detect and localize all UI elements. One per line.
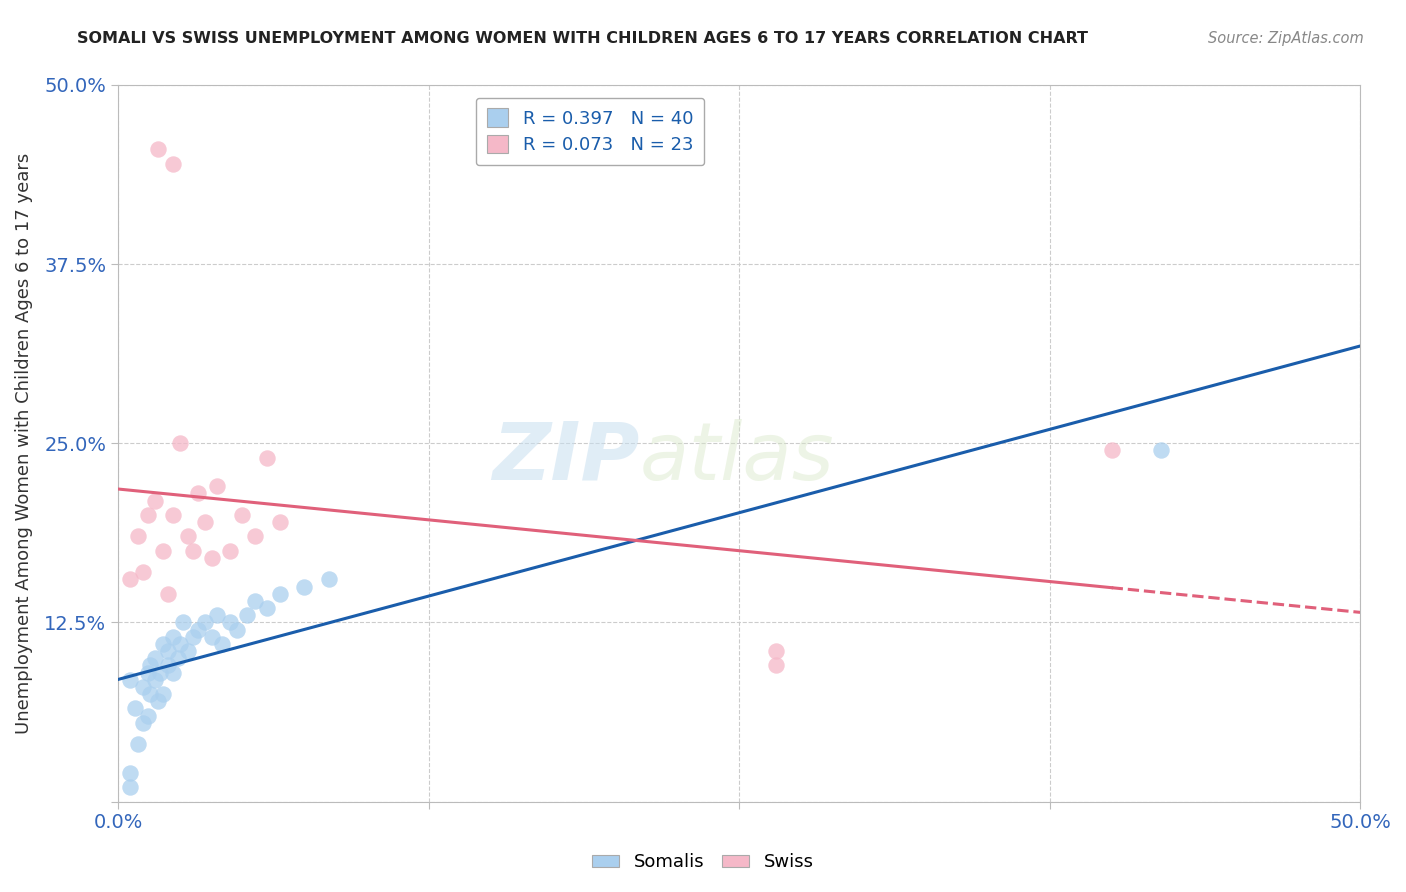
Point — [292, 580, 315, 594]
Point — [139, 658, 162, 673]
Point — [132, 566, 155, 580]
Text: ZIP: ZIP — [492, 418, 640, 497]
Point — [181, 630, 204, 644]
Point — [146, 694, 169, 708]
Point — [120, 673, 142, 687]
Point — [132, 680, 155, 694]
Point — [236, 608, 259, 623]
Point — [136, 508, 159, 522]
Point — [186, 486, 208, 500]
Point — [143, 651, 166, 665]
Point — [169, 637, 191, 651]
Point — [256, 450, 278, 465]
Point — [1150, 443, 1173, 458]
Point — [318, 573, 340, 587]
Point — [152, 687, 174, 701]
Point — [162, 665, 184, 680]
Point — [156, 587, 179, 601]
Point — [218, 615, 240, 630]
Point — [211, 637, 233, 651]
Point — [132, 715, 155, 730]
Point — [218, 543, 240, 558]
Legend: Somalis, Swiss: Somalis, Swiss — [585, 847, 821, 879]
Point — [139, 687, 162, 701]
Point — [176, 529, 198, 543]
Point — [136, 708, 159, 723]
Point — [243, 594, 266, 608]
Point — [269, 587, 291, 601]
Point — [176, 644, 198, 658]
Point — [207, 479, 229, 493]
Point — [765, 644, 787, 658]
Legend: R = 0.397   N = 40, R = 0.073   N = 23: R = 0.397 N = 40, R = 0.073 N = 23 — [475, 97, 704, 165]
Point — [124, 701, 146, 715]
Point — [181, 543, 204, 558]
Point — [162, 508, 184, 522]
Point — [194, 515, 217, 529]
Point — [127, 529, 149, 543]
Point — [156, 658, 179, 673]
Point — [166, 651, 188, 665]
Point — [1101, 443, 1123, 458]
Point — [243, 529, 266, 543]
Point — [207, 608, 229, 623]
Point — [143, 493, 166, 508]
Text: Source: ZipAtlas.com: Source: ZipAtlas.com — [1208, 31, 1364, 46]
Point — [201, 550, 224, 565]
Point — [256, 601, 278, 615]
Point — [172, 615, 194, 630]
Point — [127, 737, 149, 751]
Point — [269, 515, 291, 529]
Point — [156, 644, 179, 658]
Point — [169, 436, 191, 450]
Point — [120, 766, 142, 780]
Point — [136, 665, 159, 680]
Text: atlas: atlas — [640, 418, 834, 497]
Text: SOMALI VS SWISS UNEMPLOYMENT AMONG WOMEN WITH CHILDREN AGES 6 TO 17 YEARS CORREL: SOMALI VS SWISS UNEMPLOYMENT AMONG WOMEN… — [77, 31, 1088, 46]
Point — [149, 665, 172, 680]
Point — [201, 630, 224, 644]
Point — [120, 573, 142, 587]
Point — [152, 637, 174, 651]
Point — [152, 543, 174, 558]
Point — [186, 623, 208, 637]
Y-axis label: Unemployment Among Women with Children Ages 6 to 17 years: Unemployment Among Women with Children A… — [15, 153, 32, 734]
Point — [143, 673, 166, 687]
Point — [226, 623, 249, 637]
Point — [194, 615, 217, 630]
Point — [765, 658, 787, 673]
Point — [146, 143, 169, 157]
Point — [120, 780, 142, 795]
Point — [231, 508, 253, 522]
Point — [162, 157, 184, 171]
Point — [162, 630, 184, 644]
